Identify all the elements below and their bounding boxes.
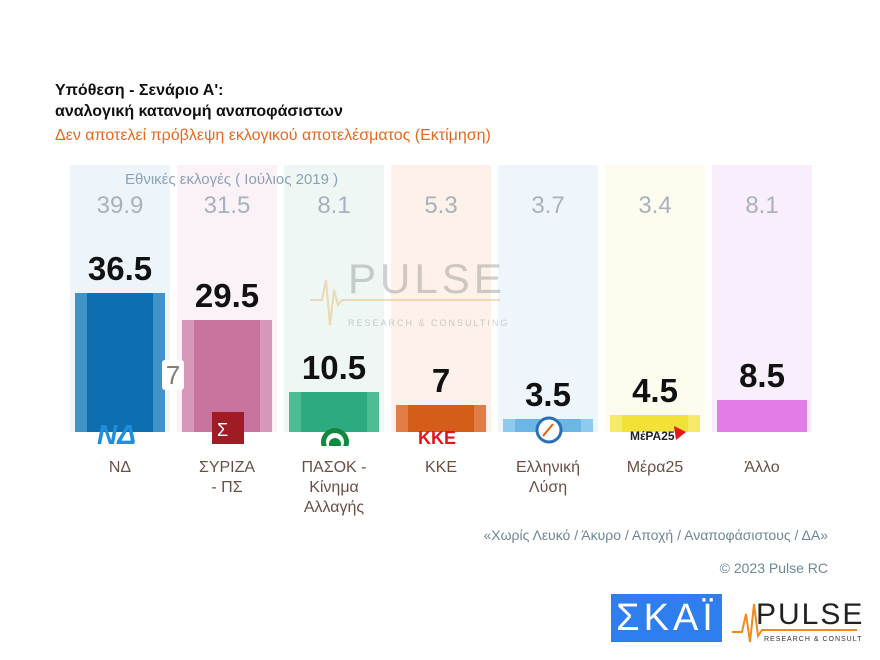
category-label-line: Κίνημα	[309, 479, 359, 496]
category-label: Άλλο	[712, 458, 812, 478]
category-label-line: Ελληνική	[515, 459, 581, 476]
bar	[610, 414, 700, 432]
category-label: ΣΥΡΙΖΑ - ΠΣ	[177, 458, 277, 498]
gap-label: 7	[162, 360, 184, 390]
category-label-line: - ΠΣ	[211, 479, 243, 496]
nd-logo-icon: ΝΔ	[95, 412, 147, 451]
previous-value: 3.4	[638, 192, 672, 219]
pulse-logo: PULSE RESEARCH & CONSULTING	[732, 598, 862, 643]
skai-logo: ΣΚΑΪ	[611, 594, 722, 642]
bar-core	[408, 405, 474, 432]
svg-text:PULSE: PULSE	[348, 260, 506, 302]
category-label-line: Άλλο	[744, 459, 780, 476]
category-label: ΠΑΣΟΚ - Κίνημα Αλλαγής	[284, 458, 384, 518]
value-label: 8.5	[739, 356, 785, 394]
bar	[289, 391, 379, 432]
svg-text:KKE: KKE	[418, 428, 456, 446]
background-panel	[605, 165, 705, 432]
bar-core	[87, 292, 153, 432]
previous-value: 8.1	[745, 192, 779, 219]
category-label-line: Αλλαγής	[303, 499, 365, 516]
background-panel	[284, 165, 384, 432]
copyright: © 2023 Pulse RC	[719, 560, 828, 576]
previous-election-label: Εθνικές εκλογές ( Ιούλιος 2019 )	[125, 171, 339, 188]
chart-subtitle: Δεν αποτελεί πρόβλεψη εκλογικού αποτελέσ…	[55, 127, 491, 144]
bar	[717, 399, 807, 432]
syriza-logo-icon: Σ	[202, 412, 254, 451]
pasok-sun-icon	[309, 412, 361, 456]
bar-core	[622, 414, 688, 432]
value-label: 10.5	[301, 348, 367, 386]
category-label-line: ΚΚΕ	[424, 459, 457, 476]
category-label: Μέρα25	[605, 458, 705, 478]
title-line-1: Υπόθεση - Σενάριο Α':	[55, 82, 224, 99]
svg-text:RESEARCH & CONSULTING: RESEARCH & CONSULTING	[764, 636, 862, 643]
svg-text:MέPA25: MέPA25	[630, 429, 675, 443]
category-label-line: Λύση	[528, 479, 568, 496]
previous-value: 3.7	[531, 192, 565, 219]
value-label: 29.5	[194, 276, 260, 314]
background-panel	[712, 165, 812, 432]
bar-core	[729, 399, 795, 432]
elliniki-lysi-compass-icon	[523, 412, 575, 451]
bar-core	[301, 391, 367, 432]
value-label: 4.5	[632, 371, 678, 409]
category-label: Ελληνική Λύση	[498, 458, 598, 498]
background-panel	[391, 165, 491, 432]
svg-text:ΝΔ: ΝΔ	[97, 419, 136, 446]
category-label: ΝΔ	[70, 458, 170, 478]
svg-text:PULSE: PULSE	[756, 598, 862, 631]
category-label-line: ΠΑΣΟΚ -	[301, 459, 367, 476]
bar	[75, 292, 165, 432]
previous-value: 39.9	[96, 192, 144, 219]
category-label-line: Μέρα25	[626, 459, 684, 476]
value-label: 3.5	[525, 375, 571, 413]
previous-value: 31.5	[203, 192, 251, 219]
category-label-line: ΝΔ	[108, 459, 132, 476]
title-line-2: αναλογική κατανομή αναποφάσιστων	[55, 103, 343, 120]
exclusions-note: «Χωρίς Λευκό / Άκυρο / Αποχή / Αναποφάσι…	[483, 527, 828, 543]
pulse-watermark: PULSE RESEARCH & CONSULTING	[310, 260, 509, 328]
bar	[396, 405, 486, 432]
value-label: 7	[431, 362, 451, 400]
mera25-logo-icon: MέPA25	[630, 412, 690, 451]
background-panel	[498, 165, 598, 432]
value-label: 36.5	[87, 249, 153, 287]
previous-value: 5.3	[424, 192, 458, 219]
kke-logo-icon: KKE	[416, 412, 468, 451]
svg-text:Σ: Σ	[217, 420, 228, 440]
category-label-line: ΣΥΡΙΖΑ	[198, 459, 256, 476]
chart-title: Υπόθεση - Σενάριο Α': αναλογική κατανομή…	[55, 80, 343, 122]
previous-value: 8.1	[317, 192, 351, 219]
category-label: ΚΚΕ	[391, 458, 491, 478]
svg-text:RESEARCH & CONSULTING: RESEARCH & CONSULTING	[348, 318, 509, 328]
